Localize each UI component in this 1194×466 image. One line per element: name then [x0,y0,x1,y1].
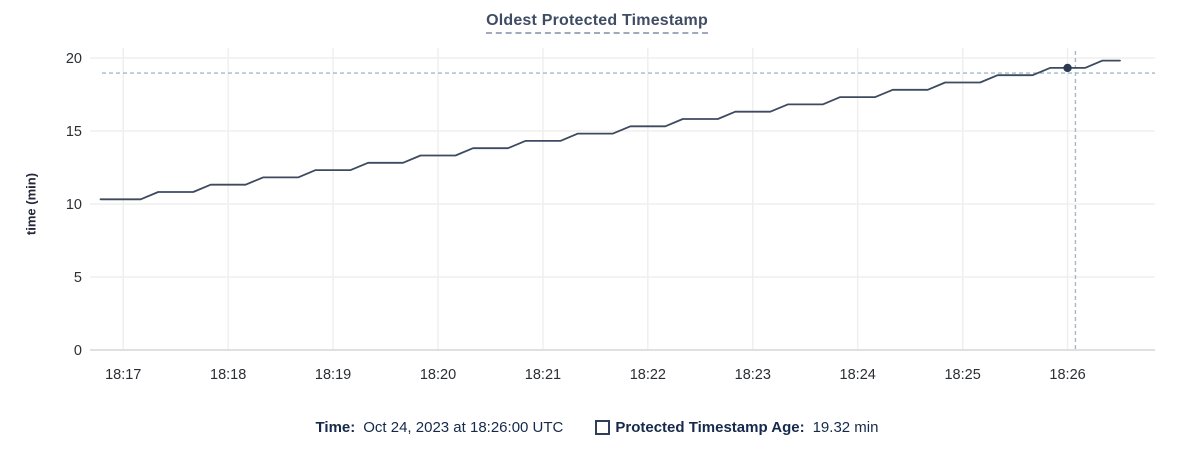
x-tick-label: 18:20 [420,367,456,383]
x-tick-label: 18:23 [735,367,771,383]
hover-point [1063,63,1072,73]
y-tick-label: 0 [74,343,82,359]
y-tick-label: 10 [66,197,82,213]
x-tick-label: 18:17 [105,367,141,383]
x-tick-label: 18:26 [1049,367,1085,383]
x-tick-label: 18:25 [944,367,980,383]
legend-time-value: Oct 24, 2023 at 18:26:00 UTC [363,419,564,436]
x-tick-label: 18:22 [630,367,666,383]
legend-series-label: Protected Timestamp Age: [615,419,805,436]
x-tick-label: 18:19 [315,367,351,383]
legend-series-swatch[interactable] [595,420,611,435]
chart-title-text[interactable]: Oldest Protected Timestamp [486,12,708,34]
x-tick-label: 18:24 [840,367,876,383]
x-tick-label: 18:21 [525,367,561,383]
y-tick-label: 20 [66,51,82,67]
series-line [99,59,1121,201]
chart-canvas[interactable]: 0 5 10 15 20 18:17 18:18 18:19 18:20 18:21 18:22 18… [0,0,1194,400]
legend-time-label: Time: [315,419,356,436]
legend-time-group: Time: Oct 24, 2023 at 18:26:00 UTC [316,419,564,436]
legend-series-group: Protected Timestamp Age: 19.32 min [595,419,878,436]
chart-title: Oldest Protected Timestamp [0,12,1194,34]
y-tick-label: 15 [66,124,82,140]
legend-series-value: 19.32 min [812,419,879,436]
y-tick-label: 5 [74,270,82,286]
chart-legend: Time: Oct 24, 2023 at 18:26:00 UTC Prote… [0,419,1194,436]
x-tick-label: 18:18 [210,367,246,383]
